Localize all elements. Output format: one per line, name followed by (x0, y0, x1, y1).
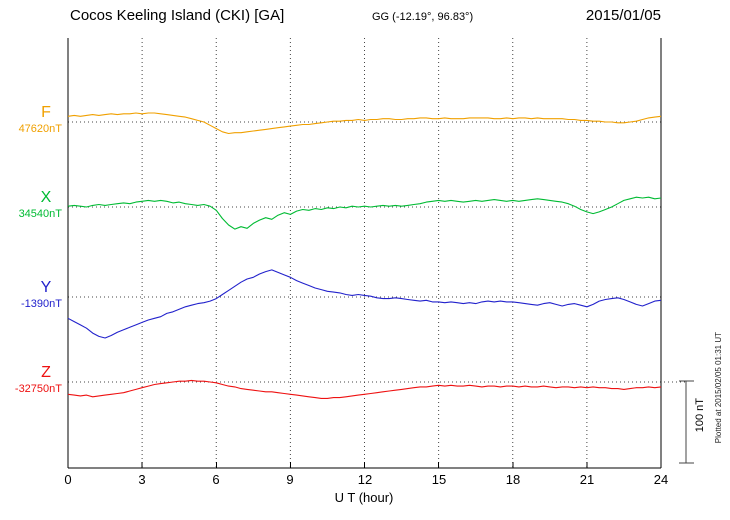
data-traces (67, 112, 662, 399)
plotted-at-note: Plotted at 2015/02/05 01:31 UT (714, 332, 723, 444)
trace-Z (67, 379, 662, 399)
series-baseline-F: 47620nT (18, 123, 62, 135)
x-tick-label-0: 0 (64, 472, 72, 487)
x-axis-title: U T (hour) (334, 490, 394, 505)
trace-X (67, 196, 662, 230)
series-baseline-Y: -1390nT (21, 298, 62, 310)
scale-bar-label: 100 nT (694, 398, 706, 433)
trace-Y (67, 269, 662, 339)
series-letter-X: X (40, 189, 52, 206)
series-letter-Z: Z (41, 364, 51, 381)
trace-F (67, 112, 662, 135)
scale-bar (679, 380, 694, 464)
axis-tick-marks (67, 462, 662, 468)
series-letter-F: F (41, 104, 51, 121)
plot-date: 2015/01/05 (585, 7, 661, 24)
x-tick-label-9: 9 (286, 472, 294, 487)
series-baseline-X: 34540nT (18, 208, 62, 220)
x-tick-label-18: 18 (505, 472, 521, 487)
x-tick-label-3: 3 (138, 472, 146, 487)
x-tick-label-21: 21 (579, 472, 595, 487)
geographic-coordinates: GG (-12.19°, 96.83°) (372, 11, 474, 23)
baseline-lines (68, 121, 688, 383)
grid-lines (141, 38, 588, 468)
series-baseline-Z: -32750nT (14, 383, 62, 395)
x-tick-label-12: 12 (357, 472, 373, 487)
x-tick-label-15: 15 (431, 472, 447, 487)
station-title: Cocos Keeling Island (CKI) [GA] (70, 7, 285, 24)
x-tick-label-6: 6 (212, 472, 220, 487)
x-tick-label-24: 24 (653, 472, 669, 487)
series-letter-Y: Y (40, 279, 52, 296)
